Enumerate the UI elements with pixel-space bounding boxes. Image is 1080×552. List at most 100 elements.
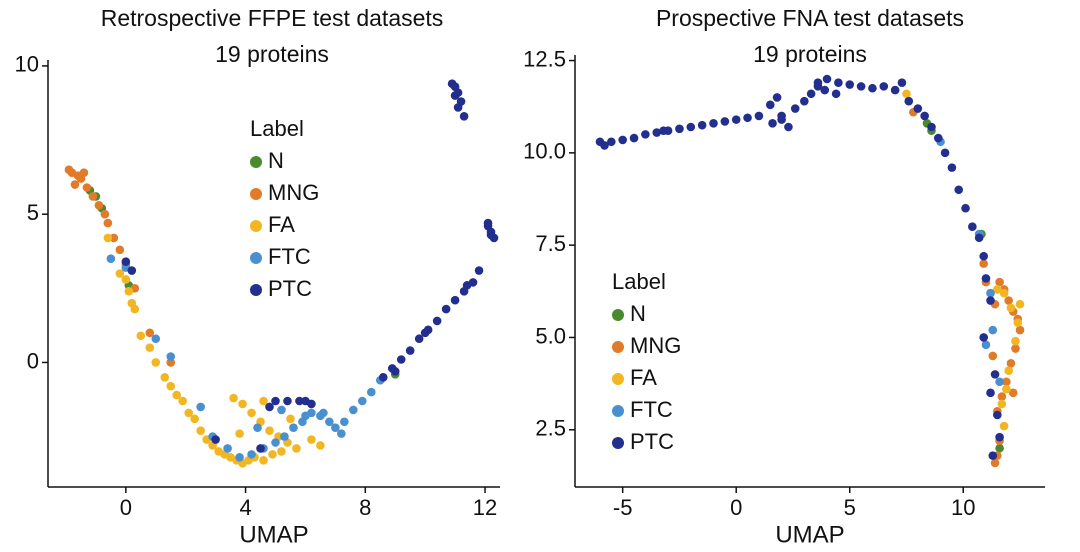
point [986, 388, 995, 398]
legend-swatch [612, 341, 624, 353]
legend-label: MNG [268, 180, 319, 205]
point [974, 233, 984, 243]
point [772, 93, 782, 102]
point [995, 277, 1004, 287]
point [124, 286, 134, 296]
point [1015, 325, 1025, 335]
point [986, 288, 995, 298]
point [993, 410, 1002, 420]
point [307, 435, 316, 444]
point [743, 113, 752, 123]
x-tick-label: 0 [730, 495, 742, 520]
point [145, 343, 155, 352]
y-tick-label: 0 [27, 348, 39, 373]
point [913, 104, 923, 113]
x-tick-label: 4 [239, 495, 251, 520]
point [378, 372, 388, 382]
point [292, 444, 301, 453]
point [235, 429, 244, 438]
point [196, 426, 205, 435]
point [927, 122, 936, 132]
legend-swatch [250, 220, 262, 232]
point [196, 402, 205, 412]
point [390, 367, 400, 376]
point [1004, 296, 1013, 305]
legend-label: N [630, 301, 646, 326]
point [1011, 344, 1020, 353]
y-tick-label: 10 [15, 52, 39, 77]
point [115, 269, 125, 278]
point [268, 450, 277, 459]
point [229, 393, 238, 403]
point [483, 218, 493, 228]
point [223, 444, 232, 453]
point [834, 78, 843, 87]
point [94, 200, 104, 210]
point [995, 377, 1004, 387]
point [1006, 359, 1016, 368]
point [997, 392, 1007, 401]
point [1011, 336, 1020, 346]
point [988, 351, 998, 361]
point [340, 417, 349, 427]
point [979, 333, 988, 342]
point [127, 266, 137, 275]
point [868, 83, 877, 93]
point [271, 396, 280, 406]
point [190, 414, 199, 424]
point [1013, 318, 1023, 327]
point [115, 245, 125, 255]
x-axis-label: UMAP [239, 521, 308, 548]
point [822, 74, 832, 84]
point [988, 325, 998, 335]
point [831, 89, 841, 99]
legend-swatch [250, 188, 262, 200]
x-tick-label: 5 [844, 495, 856, 520]
point [414, 334, 424, 344]
legend-title: Label [250, 116, 304, 141]
chart-title: Retrospective FFPE test datasets [101, 5, 444, 31]
point [319, 408, 328, 418]
point [1008, 388, 1018, 398]
point [316, 441, 325, 450]
legend-swatch [612, 309, 624, 321]
point [1006, 303, 1016, 313]
point [720, 117, 730, 126]
legend-label: FTC [630, 397, 673, 422]
point [247, 408, 256, 418]
point [904, 96, 914, 106]
point [856, 82, 866, 91]
x-tick-label: -5 [613, 495, 633, 520]
point [396, 355, 406, 364]
point [265, 426, 274, 435]
point [259, 456, 268, 465]
point [920, 111, 929, 121]
point [103, 218, 113, 228]
point [450, 91, 460, 100]
point [265, 402, 274, 412]
point [979, 251, 988, 261]
chart-title: Prospective FNA test datasets [656, 5, 964, 31]
point [331, 423, 340, 432]
legend-swatch [612, 373, 624, 385]
point [993, 285, 1002, 294]
point [405, 346, 415, 355]
point [453, 103, 463, 112]
point [1002, 384, 1011, 394]
point [990, 458, 1000, 468]
point [845, 80, 855, 89]
point [940, 148, 950, 158]
point [806, 89, 816, 99]
y-tick-label: 7.5 [535, 231, 566, 256]
point [100, 209, 110, 219]
point [995, 432, 1004, 442]
point [121, 257, 131, 266]
point [271, 438, 280, 447]
point [754, 111, 764, 121]
point [256, 444, 265, 453]
x-tick-label: 12 [473, 495, 497, 520]
point [1004, 366, 1013, 375]
point [160, 372, 170, 382]
point [145, 328, 155, 338]
